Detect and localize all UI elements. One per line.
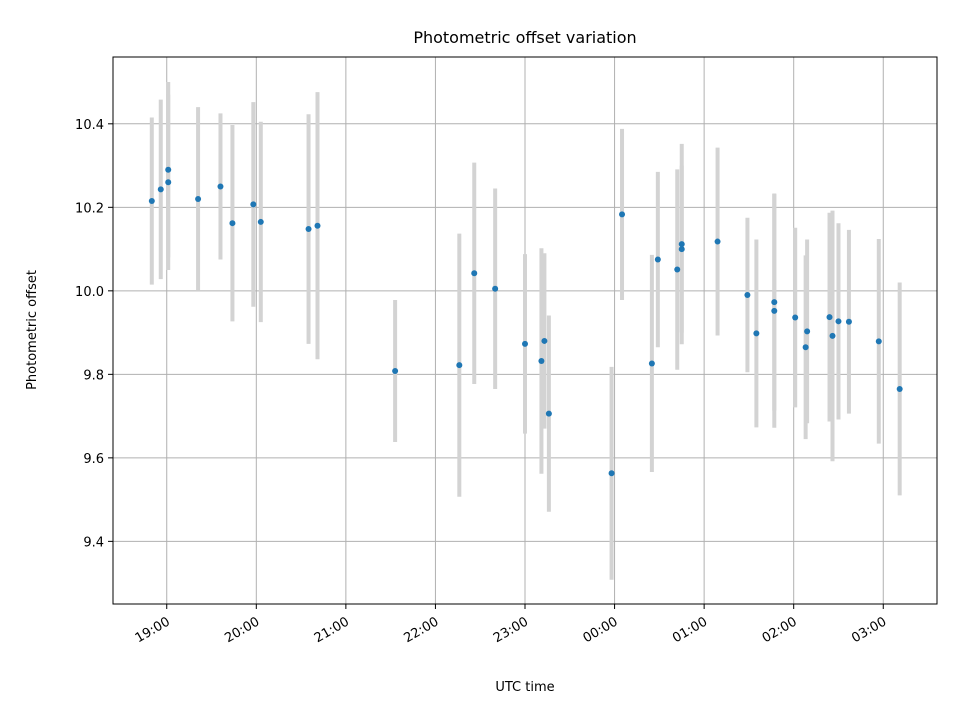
data-point: [804, 328, 811, 335]
y-axis: 9.4 9.6 9.8 10.0 10.2 10.4: [75, 118, 113, 550]
data-point: [165, 179, 172, 186]
data-point: [674, 266, 681, 273]
y-tick-label: 9.8: [83, 368, 104, 383]
data-point: [744, 292, 751, 299]
data-point: [845, 318, 852, 325]
data-point: [195, 195, 202, 202]
data-point: [802, 344, 809, 351]
data-point: [829, 332, 836, 339]
data-point: [896, 385, 903, 392]
data-point: [541, 337, 548, 344]
data-point: [305, 226, 312, 233]
data-point: [608, 470, 615, 477]
data-point: [826, 314, 833, 321]
data-point: [654, 256, 661, 263]
data-point: [648, 360, 655, 367]
data-point: [678, 241, 685, 248]
data-point: [678, 246, 685, 253]
data-point: [217, 183, 224, 190]
chart-title: Photometric offset variation: [413, 28, 636, 47]
data-point: [835, 318, 842, 325]
data-point: [714, 238, 721, 245]
data-point: [538, 357, 545, 364]
data-point: [148, 198, 155, 205]
y-tick-label: 9.4: [83, 535, 104, 550]
data-point: [875, 338, 882, 345]
data-point: [250, 201, 257, 208]
data-point: [314, 222, 321, 229]
data-point: [771, 307, 778, 314]
data-points: [148, 166, 903, 477]
x-axis-label: UTC time: [495, 680, 554, 695]
data-point: [771, 299, 778, 306]
data-point: [165, 166, 172, 173]
data-point: [792, 314, 799, 321]
y-tick-label: 10.0: [75, 285, 104, 300]
data-point: [257, 218, 264, 225]
y-tick-label: 9.6: [83, 452, 104, 467]
data-point: [545, 410, 552, 417]
data-point: [753, 330, 760, 337]
data-point: [522, 340, 528, 347]
data-point: [456, 362, 463, 369]
y-tick-label: 10.2: [75, 201, 104, 216]
data-point: [392, 368, 399, 375]
y-tick-label: 10.4: [75, 118, 104, 133]
data-point: [492, 285, 499, 292]
data-point: [619, 211, 626, 218]
data-point: [229, 220, 236, 227]
data-point: [157, 186, 164, 193]
y-axis-label: Photometric offset: [25, 270, 40, 390]
data-point: [471, 270, 478, 277]
